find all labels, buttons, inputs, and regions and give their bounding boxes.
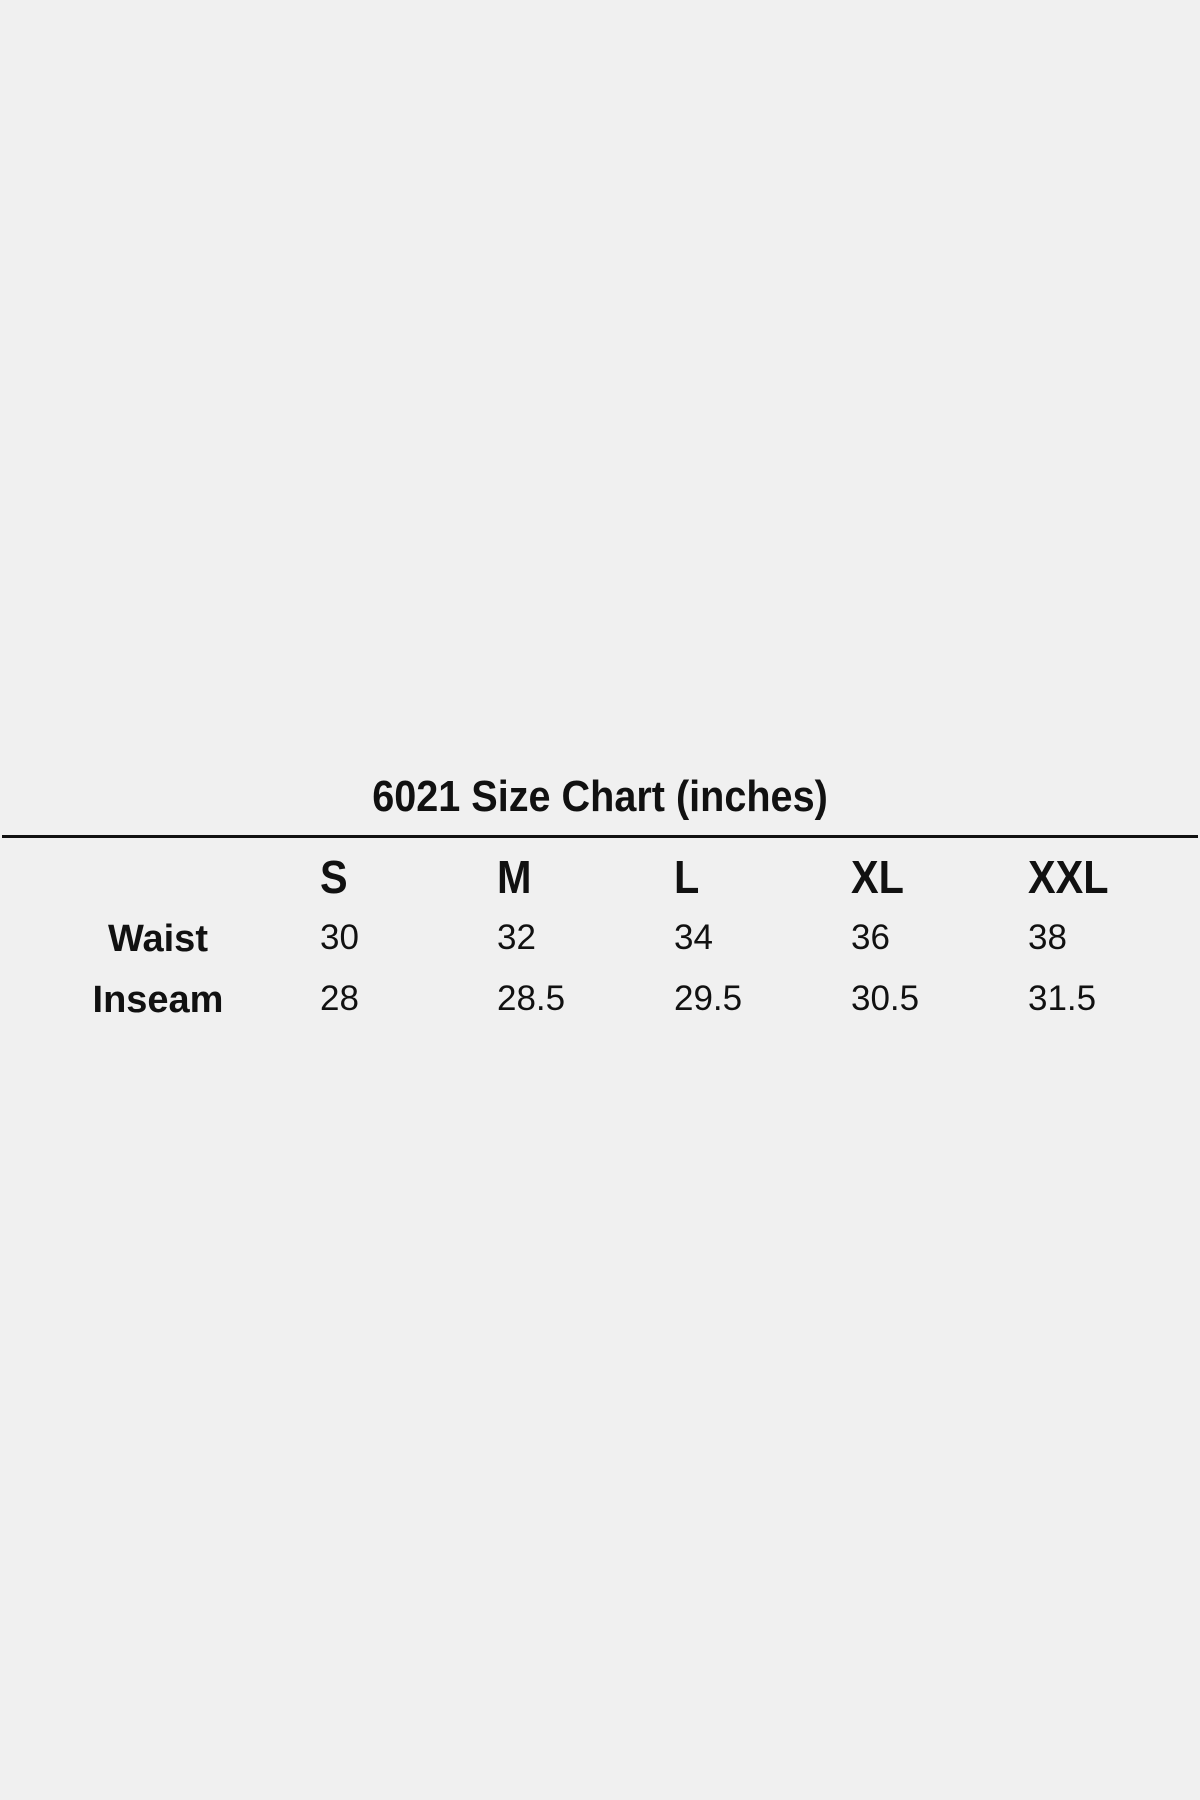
table-cell: 32: [497, 918, 536, 957]
row-label-inseam: Inseam: [92, 979, 224, 1021]
column-header-xl: XL: [851, 851, 904, 903]
column-header-s: S: [320, 851, 348, 903]
column-header-xxl: XXL: [1028, 851, 1109, 903]
title-divider: [2, 835, 1198, 838]
table-cell: 29.5: [674, 979, 743, 1018]
table-cell: 38: [1028, 918, 1067, 957]
table-cell: 31.5: [1028, 979, 1097, 1018]
column-header-l: L: [674, 851, 700, 903]
table-cell: 28.5: [497, 979, 566, 1018]
size-chart-title: 6021 Size Chart (inches): [372, 772, 828, 821]
table-cell: 30: [320, 918, 359, 957]
table-cell: 34: [674, 918, 713, 957]
row-label-waist: Waist: [108, 918, 208, 960]
table-cell: 30.5: [851, 979, 920, 1018]
column-header-m: M: [497, 851, 532, 903]
table-cell: 28: [320, 979, 359, 1018]
table-cell: 36: [851, 918, 890, 957]
